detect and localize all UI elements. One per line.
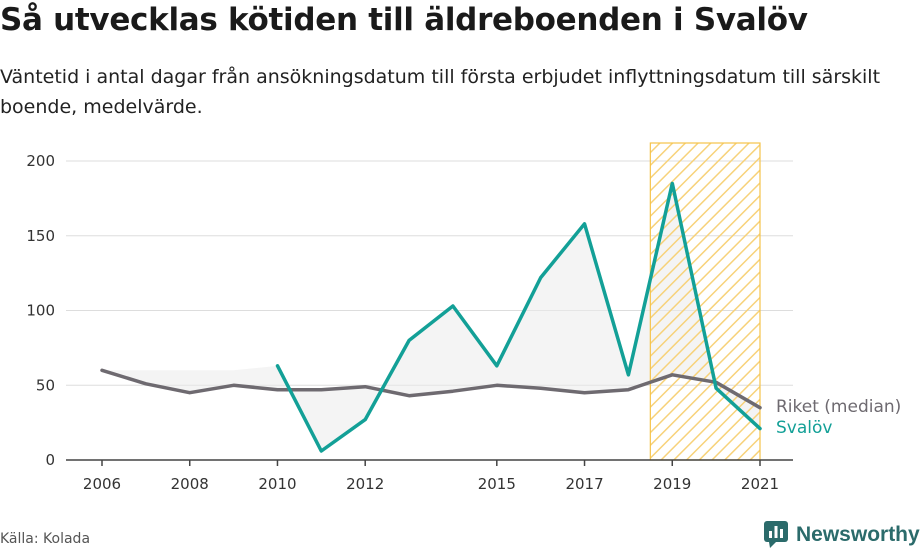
x-tick-label: 2010 [258, 475, 296, 493]
x-axis [66, 459, 793, 466]
y-tick-label: 100 [26, 302, 55, 320]
difference-area [102, 183, 760, 452]
newsworthy-logo-icon [764, 521, 788, 548]
x-tick-label: 2015 [478, 475, 516, 493]
y-tick-label: 150 [26, 227, 55, 245]
chart-title: Så utvecklas kötiden till äldreboenden i… [0, 2, 808, 38]
y-tick-label: 200 [26, 152, 55, 170]
x-tick-label: 2012 [346, 475, 384, 493]
chart-subtitle: Väntetid i antal dagar från ansökningsda… [0, 66, 881, 118]
x-tick-label: 2008 [171, 475, 209, 493]
series-line-riket [100, 368, 762, 410]
x-tick-label: 2019 [653, 475, 691, 493]
difference-area-shape [102, 183, 760, 452]
x-tick-label: 2006 [83, 475, 121, 493]
brand-logo: Newsworthy [764, 521, 920, 549]
source-note: Källa: Kolada [0, 531, 91, 547]
y-tick-label: 0 [45, 451, 55, 469]
series-line-svalov [275, 181, 762, 453]
brand-name: Newsworthy [796, 523, 920, 546]
y-tick-label: 50 [36, 376, 55, 394]
y-axis-ticks: 0 50 100 150 200 [26, 152, 55, 469]
x-axis-ticks: 2006 2008 2010 2012 2015 2017 2019 2021 [83, 475, 779, 493]
series-label-riket: Riket (median) [776, 397, 901, 417]
x-tick-label: 2017 [565, 475, 603, 493]
series-labels: Riket (median)Svalöv [776, 397, 901, 438]
x-tick-label: 2021 [741, 475, 779, 493]
series-label-svalov: Svalöv [776, 418, 832, 438]
series-lines [100, 181, 762, 453]
